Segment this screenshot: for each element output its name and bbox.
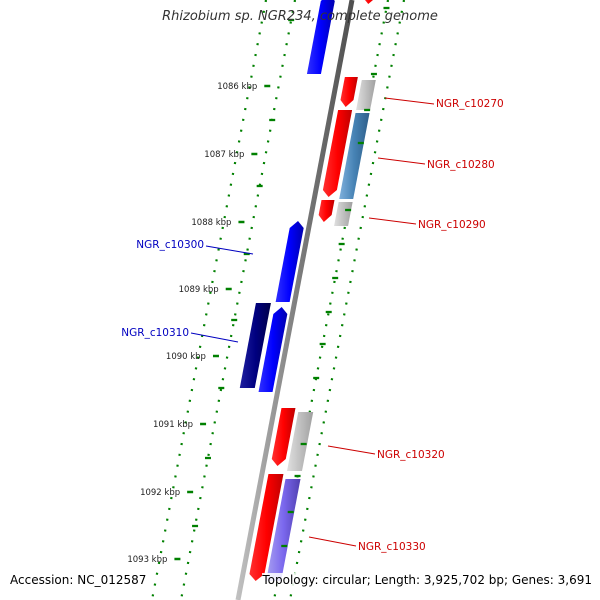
gene-label-NGR_c10290: NGR_c10290: [418, 219, 486, 231]
gene-label-NGR_c10280: NGR_c10280: [427, 159, 495, 171]
backbone-line: [235, 0, 355, 600]
accession-text: Accession: NC_012587: [10, 573, 147, 587]
label-leader: [205, 245, 254, 255]
feature-box: [266, 479, 301, 581]
tick-label: 1086 kbp: [217, 82, 257, 92]
gene-arrow-NGR_c10320: [271, 408, 296, 466]
feature-box: [356, 80, 376, 110]
tick-label: 1087 kbp: [204, 150, 244, 160]
gene-arrow-NGR_c10300: [275, 221, 304, 302]
tick-label: 1089 kbp: [179, 285, 219, 295]
label-leader: [377, 157, 426, 165]
tick-label: 1092 kbp: [140, 488, 180, 498]
label-leader: [384, 97, 435, 105]
gene-arrow-NGR_c10270: [340, 77, 358, 107]
gene-arrow-NGR_c10310: [258, 307, 288, 392]
gene-label-NGR_c10310: NGR_c10310: [121, 327, 189, 339]
gene-label-NGR_c10300: NGR_c10300: [136, 239, 204, 251]
gene-arrow-NGR_c10290: [318, 200, 335, 222]
label-leader: [368, 217, 417, 225]
gene-arrow: [365, 0, 373, 4]
gene-labels: NGR_c10270 NGR_c10280 NGR_c10290 NGR_c10300…: [121, 97, 504, 553]
tick-marks: 1086 kbp 1087 kbp 1088 kbp 1089 kbp 1090 kbp…: [127, 6, 390, 565]
tick-label: 1091 kbp: [153, 420, 193, 430]
tick-label: 1090 kbp: [166, 352, 206, 362]
feature-box: [334, 202, 353, 226]
gene-label-NGR_c10270: NGR_c10270: [436, 98, 504, 110]
genome-summary: Topology: circular; Length: 3,925,702 bp…: [262, 573, 592, 587]
feature-box: [339, 113, 370, 199]
tick-label: 1093 kbp: [127, 555, 167, 565]
gene-arrow-NGR_c10280: [322, 110, 353, 197]
feature-box: [239, 303, 271, 388]
label-leader: [327, 445, 376, 455]
label-leader: [308, 536, 357, 547]
gene-label-NGR_c10330: NGR_c10330: [358, 541, 426, 553]
gene-arrow: [306, 0, 335, 74]
tick-label: 1088 kbp: [191, 218, 231, 228]
gene-label-NGR_c10320: NGR_c10320: [377, 449, 445, 461]
map-title: Rhizobium sp. NGR234, complete genome: [162, 9, 438, 24]
label-leader: [190, 332, 239, 343]
gene-track: [239, 0, 376, 581]
feature-box: [287, 412, 314, 471]
gene-arrow-NGR_c10330: [249, 474, 284, 581]
genome-backbone: [235, 0, 355, 600]
